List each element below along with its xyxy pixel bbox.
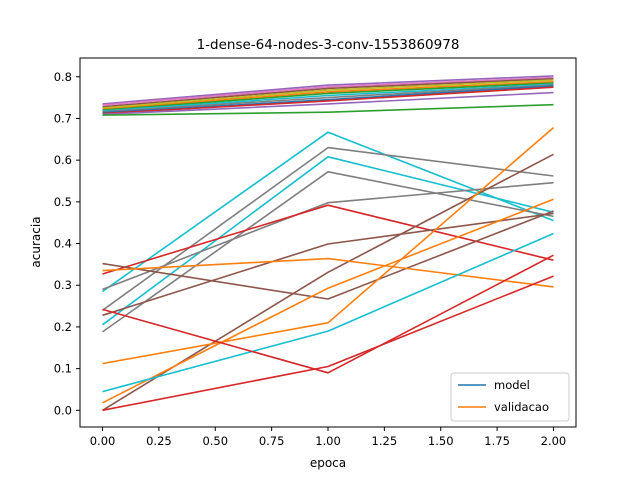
y-tick-label: 0.8 xyxy=(54,70,72,84)
y-axis-label: acuracia xyxy=(29,216,43,267)
series-line-2 xyxy=(102,78,554,108)
series-line-0 xyxy=(102,75,554,105)
series-line-25 xyxy=(102,254,554,374)
series-line-9 xyxy=(102,86,554,115)
series-line-17 xyxy=(102,204,554,275)
series-line-14 xyxy=(102,146,554,311)
y-tick-label: 0.2 xyxy=(54,320,72,334)
series-line-15 xyxy=(102,171,554,333)
y-tick-label: 0.3 xyxy=(54,278,72,292)
legend-label-validacao: validacao xyxy=(494,400,549,414)
x-tick-label: 2.00 xyxy=(541,434,567,448)
series-line-21 xyxy=(102,257,554,288)
plot-lines xyxy=(102,75,555,412)
x-tick-label: 1.00 xyxy=(315,434,341,448)
x-tick-label: 1.25 xyxy=(372,434,398,448)
series-line-7 xyxy=(102,84,554,113)
series-line-22 xyxy=(102,126,555,365)
x-tick-label: 0.50 xyxy=(202,434,228,448)
series-line-10 xyxy=(102,91,554,116)
x-axis: 0.00 0.25 0.50 0.75 1.00 1.25 1.50 1.75 2.00 xyxy=(90,427,567,448)
series-line-18 xyxy=(102,212,554,317)
series-line-3 xyxy=(102,79,554,109)
y-tick-label: 0.7 xyxy=(54,111,72,125)
x-tick-label: 1.75 xyxy=(484,434,510,448)
series-line-4 xyxy=(102,81,554,111)
series-line-5 xyxy=(102,82,554,111)
series-line-8 xyxy=(102,85,554,114)
y-tick-label: 0.4 xyxy=(54,237,72,251)
series-line-16 xyxy=(102,181,554,291)
chart-title: 1-dense-64-nodes-3-conv-1553860978 xyxy=(197,37,460,53)
y-tick-label: 0.5 xyxy=(54,195,72,209)
series-line-23 xyxy=(102,198,554,404)
legend-label-model: model xyxy=(494,378,530,392)
series-line-11 xyxy=(102,103,554,116)
series-line-1 xyxy=(102,76,554,106)
legend: model validacao xyxy=(450,372,570,422)
x-axis-label: epoca xyxy=(310,456,346,470)
y-tick-label: 0.1 xyxy=(54,362,72,376)
y-axis: 0.0 0.1 0.2 0.3 0.4 0.5 0.6 0.7 0.8 xyxy=(54,70,80,417)
y-tick-label: 0.0 xyxy=(54,403,72,417)
series-line-12 xyxy=(102,131,554,293)
x-tick-label: 0.25 xyxy=(146,434,172,448)
x-tick-label: 1.50 xyxy=(428,434,454,448)
x-tick-label: 0.75 xyxy=(259,434,285,448)
series-line-19 xyxy=(102,210,554,300)
y-tick-label: 0.6 xyxy=(54,153,72,167)
series-line-24 xyxy=(102,232,554,393)
x-tick-label: 0.00 xyxy=(90,434,116,448)
series-line-6 xyxy=(102,83,554,112)
series-line-26 xyxy=(102,275,554,412)
